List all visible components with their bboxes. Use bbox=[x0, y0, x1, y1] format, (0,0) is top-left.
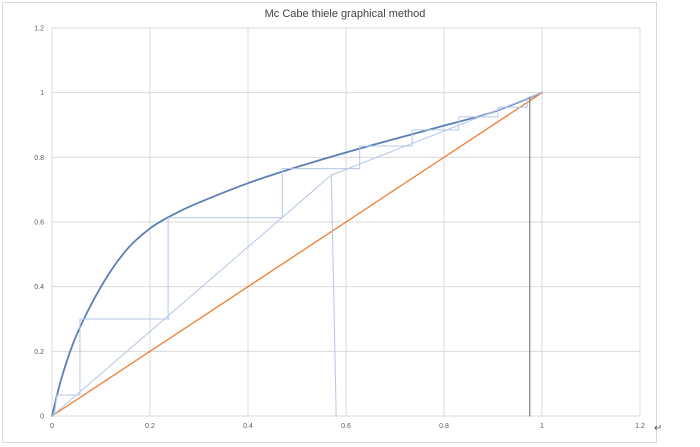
x-tick-label: 1 bbox=[540, 423, 544, 430]
y-tick-label: 0.8 bbox=[34, 155, 44, 162]
y-tick-label: 0.4 bbox=[34, 284, 44, 291]
series-operating-line-lower bbox=[51, 174, 332, 417]
x-tick-label: 0 bbox=[50, 423, 54, 430]
y-tick-label: 1 bbox=[40, 90, 44, 97]
x-tick-label: 0.4 bbox=[243, 423, 253, 430]
series-group bbox=[51, 91, 543, 417]
x-tick-label: 0.8 bbox=[439, 423, 449, 430]
chart-frame bbox=[2, 2, 657, 443]
series-feed-line bbox=[330, 174, 337, 417]
tick-labels: 0 0.2 0.4 0.6 0.8 1 1.2 0 0.2 0.4 0.6 0.8 1 1.2 bbox=[34, 26, 645, 431]
y-tick-label: 0.2 bbox=[34, 349, 44, 356]
y-tick-label: 0 bbox=[40, 414, 44, 421]
x-tick-label: 0.2 bbox=[145, 423, 155, 430]
grid bbox=[51, 27, 641, 417]
series-diagonal-line bbox=[51, 92, 543, 417]
x-tick-label: 0.6 bbox=[341, 423, 351, 430]
return-glyph: ↵ bbox=[654, 423, 663, 434]
series-operating-line-upper bbox=[330, 92, 543, 176]
y-tick-label: 1.2 bbox=[34, 26, 44, 33]
x-tick-label: 1.2 bbox=[635, 423, 645, 430]
chart-title: Mc Cabe thiele graphical method bbox=[265, 8, 426, 20]
series-stages bbox=[53, 97, 528, 415]
y-tick-label: 0.6 bbox=[34, 220, 44, 227]
